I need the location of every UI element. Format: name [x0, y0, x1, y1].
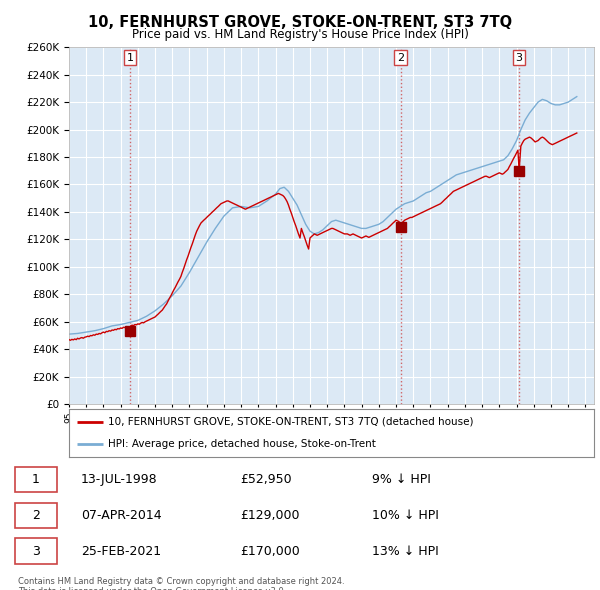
- Text: 1: 1: [32, 473, 40, 486]
- Text: £170,000: £170,000: [240, 545, 300, 558]
- Text: 13% ↓ HPI: 13% ↓ HPI: [372, 545, 439, 558]
- Text: 25-FEB-2021: 25-FEB-2021: [81, 545, 161, 558]
- Text: 3: 3: [515, 53, 523, 63]
- Text: £52,950: £52,950: [240, 473, 292, 486]
- Text: 1: 1: [127, 53, 133, 63]
- FancyBboxPatch shape: [15, 467, 57, 493]
- Text: £129,000: £129,000: [240, 509, 299, 522]
- FancyBboxPatch shape: [15, 539, 57, 564]
- Text: 2: 2: [397, 53, 404, 63]
- Text: 2: 2: [32, 509, 40, 522]
- Text: Price paid vs. HM Land Registry's House Price Index (HPI): Price paid vs. HM Land Registry's House …: [131, 28, 469, 41]
- Text: 10% ↓ HPI: 10% ↓ HPI: [372, 509, 439, 522]
- Text: Contains HM Land Registry data © Crown copyright and database right 2024.
This d: Contains HM Land Registry data © Crown c…: [18, 577, 344, 590]
- Text: 9% ↓ HPI: 9% ↓ HPI: [372, 473, 431, 486]
- FancyBboxPatch shape: [15, 503, 57, 528]
- Text: 13-JUL-1998: 13-JUL-1998: [81, 473, 158, 486]
- Text: HPI: Average price, detached house, Stoke-on-Trent: HPI: Average price, detached house, Stok…: [109, 439, 376, 449]
- Text: 10, FERNHURST GROVE, STOKE-ON-TRENT, ST3 7TQ (detached house): 10, FERNHURST GROVE, STOKE-ON-TRENT, ST3…: [109, 417, 474, 427]
- Text: 10, FERNHURST GROVE, STOKE-ON-TRENT, ST3 7TQ: 10, FERNHURST GROVE, STOKE-ON-TRENT, ST3…: [88, 15, 512, 30]
- Text: 3: 3: [32, 545, 40, 558]
- Text: 07-APR-2014: 07-APR-2014: [81, 509, 161, 522]
